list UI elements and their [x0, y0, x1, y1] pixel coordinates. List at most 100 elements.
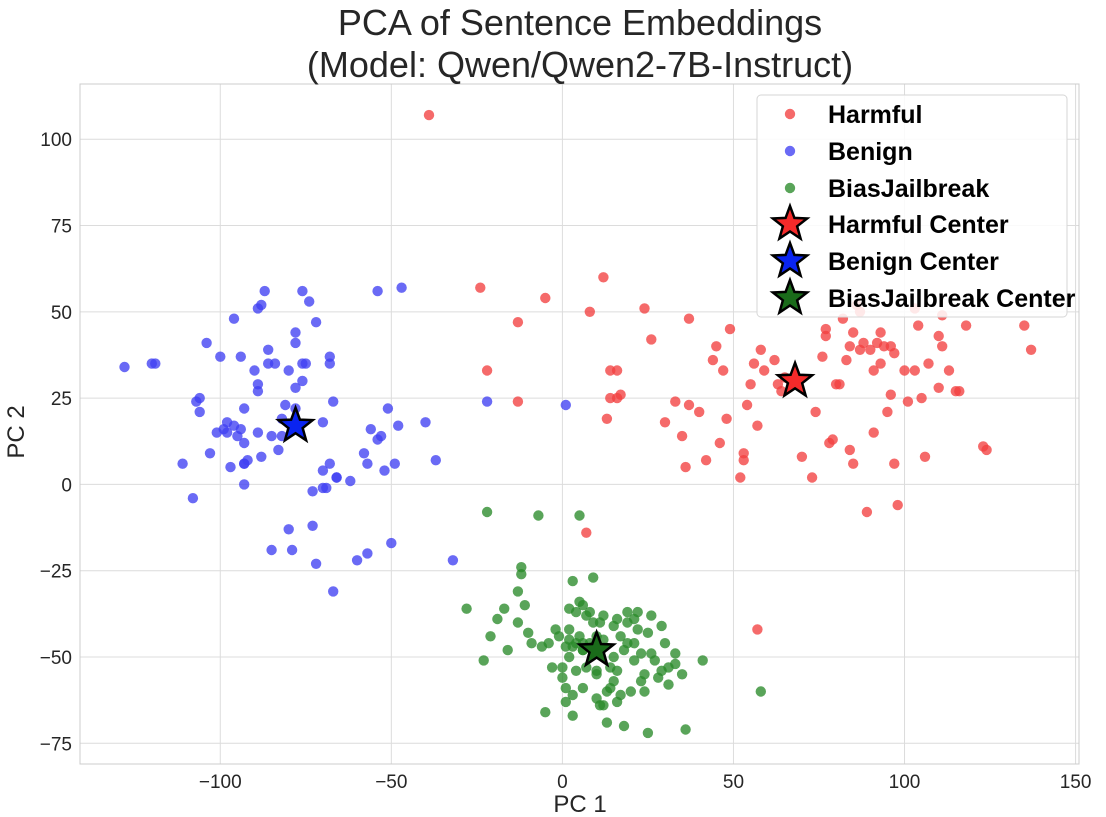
data-point [540, 707, 551, 718]
data-point [570, 665, 582, 676]
data-point [317, 417, 329, 428]
data-point [629, 655, 640, 666]
center-markers [274, 359, 816, 668]
data-point [646, 334, 657, 345]
data-point [273, 444, 284, 456]
data-point [204, 448, 216, 459]
data-point [642, 727, 654, 739]
data-point [358, 448, 370, 459]
data-point [393, 420, 404, 431]
data-point [632, 624, 643, 635]
data-point [738, 455, 749, 466]
data-point [735, 472, 746, 483]
data-point [670, 396, 681, 407]
center-star-marker [774, 359, 816, 399]
y-tick-label: 100 [40, 130, 72, 151]
data-point [933, 382, 944, 393]
data-point [885, 389, 896, 400]
data-point [201, 337, 212, 349]
data-point [834, 379, 845, 390]
data-point [577, 600, 589, 611]
data-point [711, 341, 722, 352]
y-tick-label: −25 [40, 562, 72, 583]
grid [80, 84, 1079, 764]
data-point [331, 472, 342, 483]
data-point [266, 544, 277, 556]
legend-marker [784, 108, 796, 120]
data-point [844, 444, 855, 456]
data-point [577, 682, 589, 694]
data-point [519, 600, 530, 611]
data-point [632, 606, 643, 618]
center-star-marker [274, 404, 317, 444]
data-point [954, 386, 965, 397]
data-point [177, 458, 188, 469]
data-point [512, 617, 524, 628]
data-point [304, 296, 315, 307]
data-point [119, 361, 130, 373]
data-point [960, 320, 972, 331]
legend-star-marker [769, 202, 811, 242]
data-point [221, 427, 233, 438]
data-point [601, 717, 613, 728]
data-point [423, 109, 435, 121]
data-point [259, 285, 270, 297]
data-point [379, 465, 390, 476]
data-point [239, 437, 250, 449]
y-tick-label: 50 [51, 303, 72, 324]
data-point [721, 413, 732, 424]
data-point [608, 676, 619, 687]
data-point [646, 610, 657, 621]
data-point [902, 396, 914, 407]
data-point [759, 365, 770, 376]
data-point [865, 344, 876, 355]
data-point [389, 458, 400, 469]
data-point [546, 662, 558, 673]
center-star-marker [576, 628, 618, 668]
data-point [656, 620, 667, 632]
chart-title-line-2: (Model: Qwen/Qwen2-7B-Instruct) [307, 44, 853, 85]
data-point [611, 665, 623, 676]
data-point [615, 689, 626, 701]
data-point [235, 351, 246, 362]
data-point [1019, 320, 1030, 331]
data-point [567, 710, 578, 721]
legend-label: Harmful [828, 101, 922, 129]
data-point [670, 658, 681, 670]
data-point [324, 351, 335, 362]
data-point [481, 365, 493, 376]
data-point [639, 669, 650, 680]
data-point [875, 327, 886, 338]
data-point [447, 555, 459, 566]
y-axis-label: PC 2 [3, 405, 30, 458]
x-tick-label: 0 [557, 772, 568, 793]
legend-label: Benign Center [828, 248, 999, 276]
data-point [194, 406, 205, 418]
data-point [861, 506, 873, 518]
data-point [697, 655, 708, 666]
data-point [848, 327, 859, 338]
data-point [194, 392, 205, 404]
data-point [724, 323, 736, 335]
data-point [611, 365, 623, 376]
data-point [752, 624, 763, 635]
data-point [249, 365, 260, 376]
data-point [618, 720, 630, 732]
data-point [649, 655, 660, 666]
data-point [540, 292, 551, 304]
data-point [741, 399, 753, 411]
data-point [280, 399, 291, 411]
x-tick-label: −50 [375, 772, 407, 793]
data-point [297, 285, 308, 297]
data-point [396, 282, 407, 293]
data-point [676, 669, 688, 680]
data-point [283, 365, 294, 376]
data-point [916, 392, 927, 404]
data-point [564, 651, 575, 663]
data-point [642, 627, 654, 638]
data-point [430, 455, 441, 466]
data-point [187, 493, 199, 504]
data-point [680, 724, 691, 735]
data-point [639, 303, 650, 314]
